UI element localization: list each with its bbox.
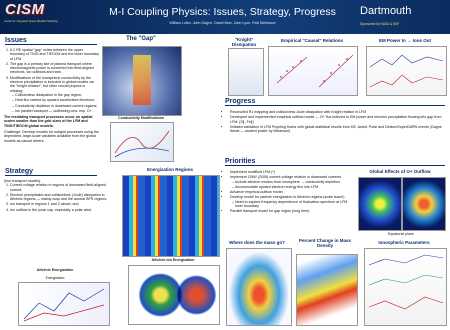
figure-label: Energization <box>45 276 65 280</box>
figure-title: Empirical "Causal" Relations <box>280 38 344 43</box>
list-item: A 2 RE spatial "gap" exists between the … <box>10 48 99 61</box>
strategy-list: Current-voltage relation in regions of d… <box>4 183 109 212</box>
figure-title: Global Effects of O+ Outflow <box>369 169 431 174</box>
item-text: Current-voltage relation in regions of d… <box>10 183 106 192</box>
em-power-figure <box>366 46 447 96</box>
item-text: Develop model for particle energization … <box>230 195 345 200</box>
list-item: Ion transport in regions 1 and 2 above; … <box>10 202 109 206</box>
authors: William Lotko, John Gagne, David Murr, J… <box>169 21 276 25</box>
list-item: Implement CMW (2005) current-voltage rel… <box>230 175 352 189</box>
issues-list: A 2 RE spatial "gap" exists between the … <box>4 48 99 113</box>
sub-item: Ion parallel transport — outflowing ions… <box>15 109 99 113</box>
item-text: The gap is a primary site of plasma tran… <box>10 61 94 75</box>
sub-item: Conductivity depletion in downward curre… <box>15 104 99 108</box>
list-item: Current-voltage relation in regions of d… <box>10 183 109 192</box>
figure-title: Where does the mass go? <box>229 240 285 245</box>
outflow-figure <box>358 177 402 231</box>
list-item: Ion outflow in the polar cap, especially… <box>10 208 109 212</box>
line-plots <box>368 254 444 310</box>
scatter-plots <box>276 54 354 88</box>
item-text: Ion transport in regions 1 and 2 above; … <box>10 202 79 207</box>
sub-list: Collisionless dissipation in the gap reg… <box>10 93 99 113</box>
priorities-body: Implement multifluid LFM (*)Implement CM… <box>224 170 352 215</box>
causal-figure <box>268 46 358 96</box>
list-item: Implement multifluid LFM (*) <box>230 170 352 174</box>
item-text: A 2 RE spatial "gap" exists between the … <box>10 48 99 61</box>
figure-title: "Knight" Dissipation <box>231 37 257 47</box>
issues-body: A 2 RE spatial "gap" exists between the … <box>4 48 99 143</box>
poster-title: M-I Coupling Physics: Issues, Strategy, … <box>109 6 336 18</box>
plot-curves <box>23 288 105 322</box>
mass-figure <box>226 248 292 326</box>
density-figure <box>296 254 358 326</box>
issues-note: The mediating transport processes occur … <box>4 115 93 128</box>
sub-item: Include electron exodus from ionosphere … <box>235 180 352 184</box>
energization-figure <box>122 175 220 257</box>
item-text: Implement multifluid LFM (*) <box>230 170 275 174</box>
conductivity-figure <box>110 122 174 162</box>
strategy-subheading: (four transport models) <box>4 179 41 183</box>
outflow-figure <box>402 177 446 231</box>
section-heading: Issues <box>5 37 97 45</box>
item-text: Electron precipitation and collisionless… <box>10 192 108 202</box>
list-item: Modifications of the ionospheric conduct… <box>10 76 99 113</box>
gap-figure <box>102 46 182 116</box>
logo-subtitle: Center for Integrated Space Weather Mode… <box>4 20 58 23</box>
figure-caption: Alfvénic Ion Energization <box>151 258 195 262</box>
figure-title: Energization Regions <box>146 167 193 172</box>
institution: Dartmouth <box>360 5 412 17</box>
priorities-list: Implement multifluid LFM (*)Implement CM… <box>224 170 352 214</box>
knight-figure <box>228 48 264 96</box>
figure-title: Ionospheric Parameters <box>378 240 430 245</box>
line-plots <box>369 54 444 88</box>
sub-item: Heat flux carried by upward accelerated … <box>15 98 99 102</box>
item-text: Initiated validation of LFM Poynting flu… <box>230 124 442 134</box>
list-item: Initiated validation of LFM Poynting flu… <box>230 125 446 134</box>
figure-detail <box>133 55 151 105</box>
header: CISM Center for Integrated Space Weather… <box>0 0 450 34</box>
item-text: Reconciled R1 mapping and collisionless … <box>230 110 367 114</box>
strategy-body: (four transport models) Current-voltage … <box>4 179 109 213</box>
sub-item: Need to explore frequency dependence of … <box>235 200 352 209</box>
item-text: Implement CMW (2005) current-voltage rel… <box>230 175 342 180</box>
figure-caption: Alfvénic Energization <box>36 268 74 272</box>
sub-list: Need to explore frequency dependence of … <box>230 200 352 209</box>
energization-plot <box>18 282 110 326</box>
figure-caption: Equatorial plane <box>388 232 414 236</box>
list-item: Developed and implemented empirical outf… <box>230 115 446 124</box>
list-item: Advance empirical outflow model <box>230 190 352 194</box>
item-text: Ion outflow in the polar cap, especially… <box>10 207 93 212</box>
list-item: Parallel transport model for gap region … <box>230 209 352 213</box>
section-heading: Strategy <box>5 168 97 176</box>
list-item: Reconciled R1 mapping and collisionless … <box>230 110 446 114</box>
figure-title: Percent Change in Mass Density <box>298 238 352 248</box>
section-heading: Priorities <box>225 158 445 166</box>
sponsor: Sponsored by NASA & NSF <box>360 22 400 26</box>
figure-title: The "Gap" <box>126 36 156 42</box>
section-heading: Progress <box>225 98 445 106</box>
sub-list: Include electron exodus from ionosphere … <box>230 180 352 190</box>
sub-item: Accommodate upward electron energy flux … <box>235 185 352 189</box>
issues-challenge: Challenge: Develop models for subgrid pr… <box>4 130 99 143</box>
item-text: Modifications of the ionospheric conduct… <box>10 75 94 93</box>
item-text: Developed and implemented empirical outf… <box>230 115 442 124</box>
list-item: The gap is a primary site of plasma tran… <box>10 62 99 75</box>
figure-caption: Conductivity Modifications <box>118 116 164 120</box>
item-text: Advance empirical outflow model <box>230 190 283 195</box>
plot-curves <box>114 130 170 158</box>
progress-list: Reconciled R1 mapping and collisionless … <box>224 110 446 133</box>
sub-item: Collisionless dissipation in the gap reg… <box>15 93 99 97</box>
figure-title: EM Power In → Ions Out <box>378 38 431 43</box>
list-item: Electron precipitation and collisionless… <box>10 193 109 202</box>
ionosphere-figure <box>364 248 447 326</box>
ion-energization-figure <box>128 265 220 325</box>
progress-body: Reconciled R1 mapping and collisionless … <box>224 110 446 134</box>
logo: CISM <box>5 1 45 18</box>
list-item: Develop model for particle energization … <box>230 195 352 208</box>
item-text: Parallel transport model for gap region … <box>230 209 310 214</box>
